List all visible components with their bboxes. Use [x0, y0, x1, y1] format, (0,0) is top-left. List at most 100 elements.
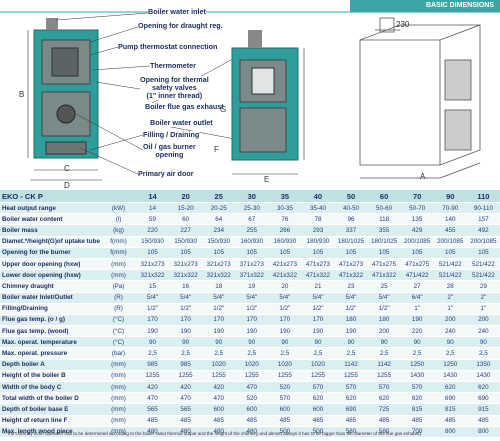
value-cell: 200	[433, 314, 467, 327]
value-cell: 15	[136, 280, 170, 293]
unit-cell: (mm)	[101, 269, 137, 282]
value-cell: 480	[235, 426, 269, 438]
value-cell: 105	[235, 247, 269, 259]
value-cell: 337	[334, 224, 368, 237]
value-cell: 485	[301, 415, 335, 427]
value-cell: 29	[466, 280, 500, 293]
value-cell: 2,5	[301, 347, 335, 360]
callout-label: Primary air door	[138, 169, 194, 178]
perspective-view	[359, 17, 481, 179]
value-cell: 485	[466, 415, 500, 427]
dimension-label: G	[220, 105, 227, 114]
unit-cell: (mm)	[101, 426, 137, 438]
value-cell: 470	[235, 381, 269, 394]
value-cell: 190	[136, 325, 170, 338]
dimension-label: 230	[396, 20, 410, 29]
value-cell: 160/930	[268, 236, 302, 248]
value-cell: 1020	[235, 359, 269, 371]
value-cell: 1255	[202, 370, 236, 383]
value-cell: 105	[334, 247, 368, 259]
value-cell: 67	[235, 213, 269, 226]
value-cell: 234	[202, 224, 236, 237]
value-cell: 600	[235, 403, 269, 416]
value-cell: 170	[136, 314, 170, 327]
value-cell: 16	[169, 280, 203, 293]
value-cell: 1142	[334, 359, 368, 371]
value-cell: 40-50	[334, 202, 368, 215]
value-cell: 1255	[235, 370, 269, 383]
value-cell: 570	[334, 381, 368, 394]
value-cell: 90	[136, 336, 170, 349]
value-cell: 220	[400, 325, 434, 338]
value-cell: 190	[202, 325, 236, 338]
value-cell: 580	[367, 426, 401, 438]
value-cell: 60	[169, 213, 203, 226]
value-cell: 471x322	[367, 269, 401, 282]
value-cell: 90	[235, 336, 269, 349]
value-cell: 1250	[433, 359, 467, 371]
value-cell: 1/2"	[334, 303, 368, 315]
value-cell: 1/2"	[169, 303, 203, 315]
value-cell: 565	[136, 403, 170, 416]
value-cell: 180	[367, 314, 401, 327]
row-label: Max. operat. pressure	[0, 347, 102, 360]
value-cell: 90-110	[466, 202, 500, 215]
value-cell: 50-60	[367, 202, 401, 215]
value-cell: 1"	[466, 303, 500, 315]
table-row: Lower door opening (hxw) (mm) 321x322 321x3…	[0, 269, 500, 282]
value-cell: 118	[367, 213, 401, 226]
callout-label: Pump thermostat connection	[118, 42, 218, 51]
callout-label: Opening for draught reg.	[138, 21, 223, 30]
value-cell: 471x273	[301, 258, 335, 271]
value-cell: 1"	[400, 303, 434, 315]
value-cell: 1255	[367, 370, 401, 383]
header-cell: 30	[235, 190, 269, 203]
value-cell: 620	[400, 392, 434, 405]
unit-cell: f(mm)	[101, 236, 137, 248]
unit-cell: (l)	[101, 213, 137, 226]
value-cell: 200/1085	[466, 236, 500, 248]
value-cell: 240	[433, 325, 467, 338]
value-cell: 30-35	[268, 202, 302, 215]
row-label: Height of the boiler B	[0, 370, 102, 383]
value-cell: 18	[202, 280, 236, 293]
value-cell: 5/4"	[136, 292, 170, 304]
value-cell: 293	[301, 224, 335, 237]
header-cell: 60	[367, 190, 401, 203]
value-cell: 200	[466, 314, 500, 327]
value-cell: 620	[433, 381, 467, 394]
value-cell: 105	[367, 247, 401, 259]
value-cell: 64	[202, 213, 236, 226]
value-cell: 1/2"	[268, 303, 302, 315]
table-row: Heat output range (kW) 14 15-20 20-25 25-30 30…	[0, 202, 500, 215]
table-row: Depth boiler A (mm) 985 985 1020 1020 1020 1020…	[0, 359, 500, 371]
value-cell: 470	[169, 392, 203, 405]
value-cell: 170	[235, 314, 269, 327]
callout-label: Boiler flue gas exhaust	[145, 102, 224, 111]
dimension-label: F	[214, 145, 219, 154]
callout-label: Boiler water inlet	[148, 7, 206, 16]
table-row: Total width of the boiler D (mm) 470 470 470…	[0, 392, 500, 405]
value-cell: 485	[202, 415, 236, 427]
value-cell: 1255	[136, 370, 170, 383]
value-cell: 1020	[202, 359, 236, 371]
value-cell: 725	[367, 403, 401, 416]
header-cell: 20	[169, 190, 203, 203]
header-cell: 90	[433, 190, 467, 203]
value-cell: 1255	[301, 370, 335, 383]
value-cell: 2,5	[268, 347, 302, 360]
value-cell: 815	[400, 403, 434, 416]
callout-label: Opening for thermal safety valves (1" in…	[140, 75, 209, 100]
unit-cell: (°C)	[101, 325, 137, 338]
value-cell: 620	[334, 392, 368, 405]
value-cell: 1/2"	[136, 303, 170, 315]
value-cell: 227	[169, 224, 203, 237]
value-cell: 520	[268, 381, 302, 394]
value-cell: 90	[202, 336, 236, 349]
header-cell: 25	[202, 190, 236, 203]
value-cell: 70-90	[433, 202, 467, 215]
table-row: Height of the boiler B (mm) 1255 1255 1255 12…	[0, 370, 500, 383]
value-cell: 35-40	[301, 202, 335, 215]
value-cell: 105	[466, 247, 500, 259]
table-row: Max. operat. pressure (bar) 2,5 2,5 2,5 2,5 2,…	[0, 347, 500, 360]
